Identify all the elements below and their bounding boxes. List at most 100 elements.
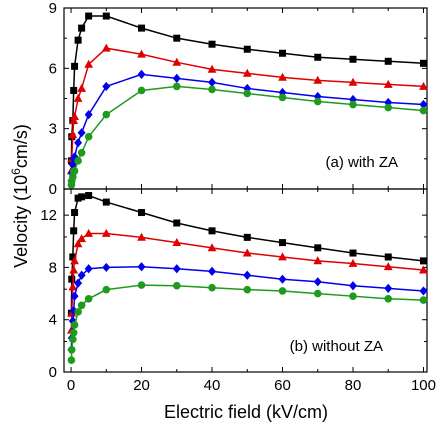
x-tick-label: 80	[345, 377, 362, 394]
data-point	[73, 93, 83, 102]
data-point	[77, 83, 87, 92]
y-tick-label: 3	[49, 121, 57, 138]
data-point	[69, 253, 77, 261]
data-point	[137, 281, 146, 289]
data-point	[68, 275, 76, 283]
data-point	[70, 227, 78, 235]
data-point	[208, 77, 217, 88]
data-point	[172, 82, 181, 91]
data-point	[313, 289, 322, 298]
data-point	[243, 83, 252, 94]
data-point	[74, 308, 82, 316]
data-point	[419, 81, 428, 90]
data-point	[102, 110, 111, 119]
data-point	[71, 62, 79, 70]
x-tick-label: 40	[204, 377, 221, 394]
data-point	[70, 86, 78, 94]
data-point	[137, 262, 146, 272]
data-point	[242, 248, 252, 257]
data-point	[243, 89, 252, 98]
x-tick-label: 0	[67, 377, 75, 394]
data-point	[138, 209, 146, 217]
data-point	[69, 265, 79, 274]
data-point	[138, 24, 146, 32]
data-point	[77, 234, 87, 243]
data-point	[384, 283, 393, 293]
data-point	[313, 277, 322, 287]
y-tick-label: 0	[49, 181, 57, 198]
data-point	[69, 335, 77, 344]
y-tick-label: 6	[49, 60, 57, 77]
data-point	[419, 59, 427, 67]
data-point	[84, 264, 93, 274]
data-point	[137, 69, 146, 79]
data-point	[85, 12, 93, 20]
data-point	[243, 45, 251, 53]
data-point	[314, 53, 322, 61]
data-point	[172, 57, 182, 66]
data-point	[207, 243, 217, 252]
data-point	[69, 328, 78, 337]
y-axis-title-suffix: cm/s)	[11, 124, 31, 168]
data-point	[207, 64, 217, 73]
data-point	[73, 239, 83, 248]
data-point	[101, 43, 111, 52]
data-point	[67, 345, 76, 354]
data-point	[208, 266, 217, 276]
x-tick-label: 20	[133, 377, 150, 394]
data-point	[78, 24, 86, 32]
data-point	[419, 99, 428, 110]
data-point	[243, 285, 252, 294]
data-point	[84, 228, 94, 237]
y-axis-title-sup: 6	[9, 168, 23, 175]
data-point	[348, 94, 357, 105]
data-point	[279, 239, 287, 247]
data-point	[172, 264, 181, 274]
data-point	[384, 295, 393, 303]
data-point	[69, 116, 79, 125]
data-point	[67, 356, 76, 365]
series-line	[70, 194, 424, 314]
data-point	[137, 49, 146, 58]
data-point	[242, 68, 252, 77]
data-point	[349, 249, 357, 257]
data-point	[84, 109, 93, 120]
x-tick-label: 60	[274, 377, 291, 394]
data-point	[74, 138, 83, 148]
data-point	[243, 233, 251, 241]
series-line	[70, 232, 424, 331]
data-point	[68, 282, 78, 291]
data-point	[70, 256, 79, 265]
data-point	[70, 112, 79, 120]
data-point	[77, 270, 86, 280]
data-point	[384, 253, 392, 261]
data-point	[84, 295, 93, 303]
data-point	[313, 75, 323, 84]
data-point	[208, 85, 216, 94]
data-point	[348, 281, 357, 291]
data-point	[279, 49, 287, 57]
data-point	[173, 219, 181, 227]
data-point	[314, 244, 322, 252]
data-point	[278, 274, 287, 284]
data-point	[278, 287, 287, 295]
data-point	[70, 291, 79, 301]
data-point	[383, 79, 393, 88]
data-point	[419, 257, 427, 265]
data-point	[419, 106, 428, 115]
panel-a-with-za: 0 3 6 9 (a) with ZA	[49, 0, 428, 198]
data-point	[348, 77, 358, 86]
data-point	[74, 194, 82, 202]
data-point	[102, 81, 111, 92]
data-point	[172, 237, 182, 246]
x-axis-title: Electric field (kV/cm)	[164, 402, 328, 422]
data-point	[384, 103, 393, 112]
plot-frame	[63, 188, 428, 373]
panel-label: (b) without ZA	[290, 338, 383, 355]
data-point	[102, 198, 110, 206]
data-point	[70, 167, 79, 175]
data-point	[173, 34, 181, 42]
data-point	[74, 278, 83, 288]
data-point	[208, 40, 216, 48]
